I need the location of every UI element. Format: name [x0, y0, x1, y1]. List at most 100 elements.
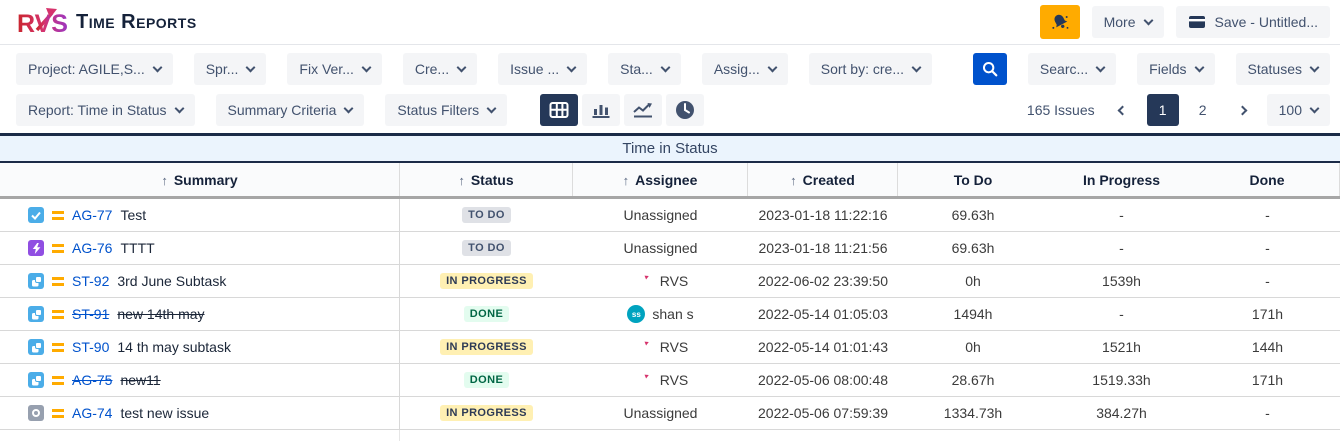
in-progress-hours-cell: 1539h	[1102, 273, 1141, 289]
issue-summary-text: 14 th may subtask	[117, 339, 231, 355]
app-logo: RVS Time Reports	[16, 7, 197, 37]
issue-key-link[interactable]: AG-77	[72, 207, 113, 223]
party-bell-icon	[1051, 14, 1069, 29]
status-badge: TO DO	[462, 240, 511, 256]
done-hours-cell: -	[1265, 405, 1270, 421]
in-progress-hours-cell: -	[1119, 306, 1124, 322]
filter-bar: Project: AGILE,S... Spr... Fix Ver... Cr…	[0, 45, 1340, 85]
save-report-button[interactable]: Save - Untitled...	[1175, 6, 1330, 38]
report-type-dropdown[interactable]: Report: Time in Status	[16, 94, 195, 126]
page-1-button[interactable]: 1	[1146, 94, 1179, 126]
chevron-right-icon	[1237, 105, 1248, 115]
chevron-down-icon	[1309, 62, 1320, 72]
filter-sprint[interactable]: Spr...	[193, 53, 267, 85]
created-cell: 2023-01-18 11:21:56	[758, 240, 888, 256]
fields-dropdown[interactable]: Fields	[1137, 53, 1215, 85]
created-cell: 2023-01-18 11:22:16	[758, 207, 888, 223]
issue-key-link[interactable]: ST-90	[72, 339, 110, 355]
report-top-rule	[0, 133, 1340, 136]
page-size-dropdown[interactable]: 100	[1266, 94, 1330, 126]
time-view-button[interactable]	[666, 94, 705, 126]
filter-project[interactable]: Project: AGILE,S...	[16, 53, 173, 85]
table-row: AG-74 test new issue IN PROGRESS RVS Una…	[0, 397, 1340, 430]
more-label: More	[1103, 14, 1136, 30]
chevron-down-icon	[343, 103, 354, 113]
view-toggle-group	[540, 94, 705, 126]
header-actions: More Save - Untitled...	[1039, 5, 1330, 39]
column-header-todo: To Do	[953, 171, 993, 188]
issue-key-link[interactable]: AG-74	[72, 405, 113, 421]
sort-asc-icon	[790, 172, 797, 188]
sort-asc-icon	[458, 172, 465, 188]
status-badge: TO DO	[462, 207, 511, 223]
sort-by-dropdown[interactable]: Sort by: cre...	[808, 53, 932, 85]
issue-summary-text: TTTT	[120, 240, 155, 256]
in-progress-hours-cell: -	[1119, 207, 1124, 223]
issue-key-link[interactable]: ST-91	[72, 306, 110, 322]
issue-key-link[interactable]: ST-92	[72, 273, 110, 289]
chevron-down-icon	[1095, 62, 1106, 72]
issue-key-link[interactable]: AG-75	[72, 372, 113, 388]
svg-text:RVS: RVS	[633, 277, 653, 287]
generic-issue-type-icon	[28, 405, 44, 421]
filter-fix-version[interactable]: Fix Ver...	[287, 53, 382, 85]
search-button[interactable]	[972, 53, 1007, 85]
user-avatar: ss	[627, 305, 646, 323]
notifications-bell-button[interactable]	[1039, 5, 1080, 39]
status-badge: IN PROGRESS	[440, 405, 533, 421]
created-cell: 2022-05-14 01:01:43	[758, 339, 888, 355]
assignee-name: Unassigned	[623, 207, 698, 223]
issue-key-link[interactable]: AG-76	[72, 240, 113, 256]
page-2-button[interactable]: 2	[1187, 94, 1219, 126]
todo-hours-cell: 0h	[965, 273, 981, 289]
assignee-cell: RVS ss shan s	[573, 298, 748, 330]
status-badge: IN PROGRESS	[440, 339, 533, 355]
chevron-down-icon	[660, 62, 671, 72]
table-row: AG-76 TTTT TO DO RVS Unassigned 2023-01-…	[0, 232, 1340, 265]
done-hours-cell: -	[1265, 240, 1270, 256]
table-view-button[interactable]	[540, 94, 579, 126]
summary-cell: AG-74 test new issue	[0, 397, 400, 429]
todo-hours-cell: 1494h	[953, 306, 993, 322]
rvs-logo-icon: RVS	[17, 8, 68, 37]
chevron-down-icon	[911, 62, 922, 72]
table-row: ST-90 14 th may subtask IN PROGRESS RVS …	[0, 331, 1340, 364]
app-header: RVS Time Reports More	[0, 0, 1340, 45]
svg-text:RVS: RVS	[633, 376, 653, 386]
table-row: ST-92 3rd June Subtask IN PROGRESS RVS R…	[0, 265, 1340, 298]
assignee-cell: RVS RVS	[573, 331, 748, 363]
filter-issue-type[interactable]: Issue ...	[498, 53, 588, 85]
priority-medium-icon	[52, 309, 64, 319]
column-header-assignee[interactable]: Assignee	[573, 163, 748, 196]
column-header-done: Done	[1195, 163, 1340, 196]
summary-cell: ST-92 3rd June Subtask	[0, 265, 400, 297]
report-title-band: Time in Status	[0, 136, 1340, 163]
column-header-created[interactable]: Created	[748, 163, 898, 196]
prev-page-button[interactable]	[1107, 94, 1139, 126]
summary-criteria-dropdown[interactable]: Summary Criteria	[215, 94, 365, 126]
search-text-dropdown[interactable]: Searc...	[1027, 53, 1117, 85]
filter-created[interactable]: Cre...	[402, 53, 478, 85]
assignee-name: RVS	[659, 273, 689, 289]
line-chart-view-button[interactable]	[624, 94, 663, 126]
assignee-name: RVS	[659, 339, 689, 355]
column-header-status[interactable]: Status	[400, 163, 573, 196]
chevron-down-icon	[174, 103, 184, 113]
assignee-name: Unassigned	[623, 240, 698, 256]
status-filters-dropdown[interactable]: Status Filters	[385, 94, 508, 126]
next-page-button[interactable]	[1227, 94, 1259, 126]
todo-hours-cell: 0h	[965, 339, 981, 355]
pagination: 165 Issues 1 2 100	[1027, 94, 1330, 126]
filter-assignee[interactable]: Assig...	[701, 53, 788, 85]
assignee-cell: RVS RVS	[573, 364, 748, 396]
assignee-name: RVS	[659, 372, 689, 388]
created-cell: 2022-06-02 23:39:50	[758, 273, 888, 289]
line-chart-icon	[633, 103, 653, 118]
more-button[interactable]: More	[1091, 6, 1164, 38]
bar-chart-view-button[interactable]	[582, 94, 621, 126]
assignee-cell: RVS Unassigned	[573, 397, 748, 429]
column-header-summary[interactable]: Summary	[0, 163, 400, 196]
table-body: AG-77 Test TO DO RVS Unassigned 2023-01-…	[0, 199, 1340, 430]
filter-status[interactable]: Sta...	[608, 53, 681, 85]
statuses-dropdown[interactable]: Statuses	[1235, 53, 1330, 85]
